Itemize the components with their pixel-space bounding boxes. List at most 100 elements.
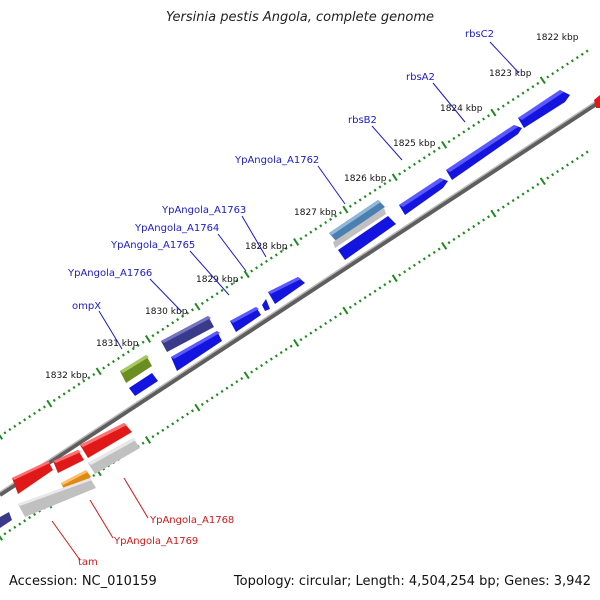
minor-tick [121,353,125,357]
minor-tick [314,227,318,231]
genome-backbone-highlight [0,99,599,493]
minor-tick [324,321,328,326]
minor-tick [230,282,234,286]
minor-tick [457,133,461,137]
minor-tick [33,512,37,516]
minor-tick [166,324,170,328]
outer-tick-ring [0,49,589,440]
minor-tick [516,94,520,98]
minor-tick [447,241,451,245]
minor-tick [432,250,436,254]
minor-tick [3,532,7,536]
ruler-label: 1829 kbp [196,275,239,285]
gene-rbsA2[interactable] [446,125,522,180]
gene-YpAngola_A1766[interactable] [161,316,222,371]
minor-tick [8,427,12,432]
minor-tick [531,85,535,89]
gene-label[interactable]: ompX [72,301,101,312]
major-tick [490,108,497,117]
gene-partial-left[interactable] [0,512,12,528]
minor-tick [304,233,308,238]
major-tick [95,367,102,376]
gene-label[interactable]: tam [78,557,98,568]
major-tick [490,209,497,218]
gene-label[interactable]: rbsC2 [465,29,494,40]
minor-tick [141,340,145,344]
minor-tick [319,224,323,228]
minor-tick [511,98,515,102]
minor-tick [309,230,313,234]
gene-label[interactable]: YpAngola_A1762 [234,155,319,166]
gene-tam[interactable] [12,461,53,494]
minor-tick [526,88,530,92]
ruler-label: 1827 kbp [294,208,337,218]
gene-label[interactable]: rbsA2 [406,72,435,83]
minor-tick [467,228,471,232]
gene-label[interactable]: YpAngola_A1768 [149,515,234,526]
minor-tick [506,202,510,206]
minor-tick [403,169,407,173]
minor-tick [166,425,170,429]
minor-tick [72,385,76,390]
major-tick [144,436,152,444]
gene-YpAngola_A1769[interactable] [18,450,96,517]
minor-tick [482,218,486,222]
minor-tick [373,289,377,293]
gene-label[interactable]: YpAngola_A1769 [113,536,198,547]
gene-label[interactable]: YpAngola_A1764 [134,223,219,234]
gene-YpAngola_A1763[interactable] [268,277,305,304]
gene-ompX[interactable] [120,355,158,396]
minor-tick [551,72,555,76]
minor-tick [398,273,402,277]
minor-tick [422,156,426,160]
gene-YpAngola_A1762[interactable] [329,200,396,260]
minor-tick [329,318,333,322]
minor-tick [299,338,303,342]
gene-partial-right[interactable] [594,95,600,108]
minor-tick [383,182,387,186]
minor-tick [412,263,416,267]
gene-label[interactable]: YpAngola_A1763 [161,205,246,216]
minor-tick [304,334,308,339]
minor-tick [363,296,367,300]
minor-tick [205,399,209,403]
gene-track-forward [120,90,570,396]
minor-tick [235,279,239,283]
minor-tick [324,220,328,225]
minor-tick [240,275,244,280]
gene-YpAngola_A1764[interactable] [262,299,270,311]
minor-tick [87,376,91,380]
minor-tick [437,247,441,251]
gene-rbsC2[interactable] [518,90,570,128]
minor-tick [531,186,535,190]
minor-tick [230,383,234,387]
minor-tick [260,263,264,267]
minor-tick [220,389,224,393]
minor-tick [536,182,540,186]
minor-tick [181,415,185,419]
minor-tick [521,91,525,95]
gene-YpAngola_A1765[interactable] [230,307,261,332]
minor-tick [82,379,86,383]
minor-tick [131,347,135,351]
minor-tick [561,166,565,170]
minor-tick [284,347,288,351]
major-tick [194,302,201,311]
minor-tick [240,376,244,381]
minor-tick [141,441,145,445]
minor-tick [348,305,352,309]
minor-tick [437,146,441,150]
minor-tick [580,52,584,56]
minor-tick [161,327,165,331]
gene-label[interactable]: YpAngola_A1765 [110,240,195,251]
minor-tick [477,120,481,124]
minor-tick [556,68,560,73]
minor-tick [408,266,412,271]
gene-label[interactable]: rbsB2 [348,115,377,126]
minor-tick [353,302,357,306]
gene-rbsB2[interactable] [399,178,448,215]
gene-label[interactable]: YpAngola_A1766 [67,268,152,279]
minor-tick [136,343,140,347]
gene-YpAngola_A1768[interactable] [80,423,140,474]
